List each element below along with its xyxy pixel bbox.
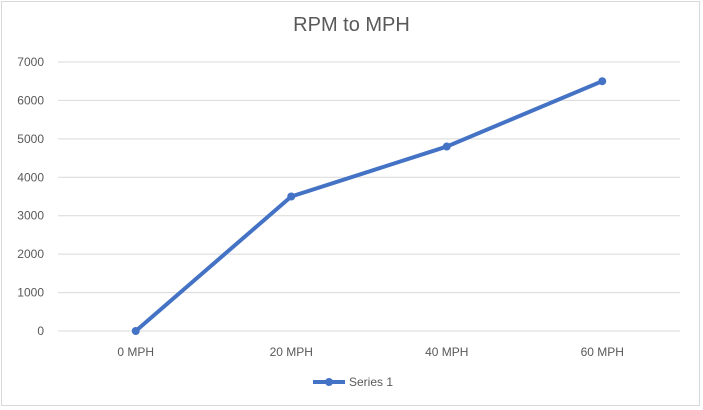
x-tick-label: 20 MPH [270,345,313,359]
y-tick-label: 6000 [17,93,44,107]
series-line [133,79,605,333]
x-tick-label: 40 MPH [425,345,468,359]
series-layer [131,77,607,335]
y-tick-label: 7000 [17,55,44,69]
legend-label: Series 1 [349,375,393,389]
y-axis-ticks: 0 1000 2000 3000 4000 5000 6000 7000 [17,55,44,338]
gridlines [58,61,680,332]
y-tick-label: 5000 [17,132,44,146]
y-tick-label: 1000 [17,286,44,300]
data-point [287,192,296,201]
legend: Series 1 [313,375,393,389]
x-axis-ticks: 0 MPH 20 MPH 40 MPH 60 MPH [117,345,624,359]
x-tick-label: 0 MPH [117,345,154,359]
y-tick-label: 2000 [17,247,44,261]
y-tick-label: 3000 [17,209,44,223]
data-point [131,327,140,335]
x-tick-label: 60 MPH [581,345,624,359]
y-tick-label: 4000 [17,170,44,184]
data-point [442,142,451,151]
y-tick-label: 0 [37,324,44,338]
chart-title: RPM to MPH [293,14,410,36]
legend-marker [325,378,333,386]
data-point [598,77,607,86]
